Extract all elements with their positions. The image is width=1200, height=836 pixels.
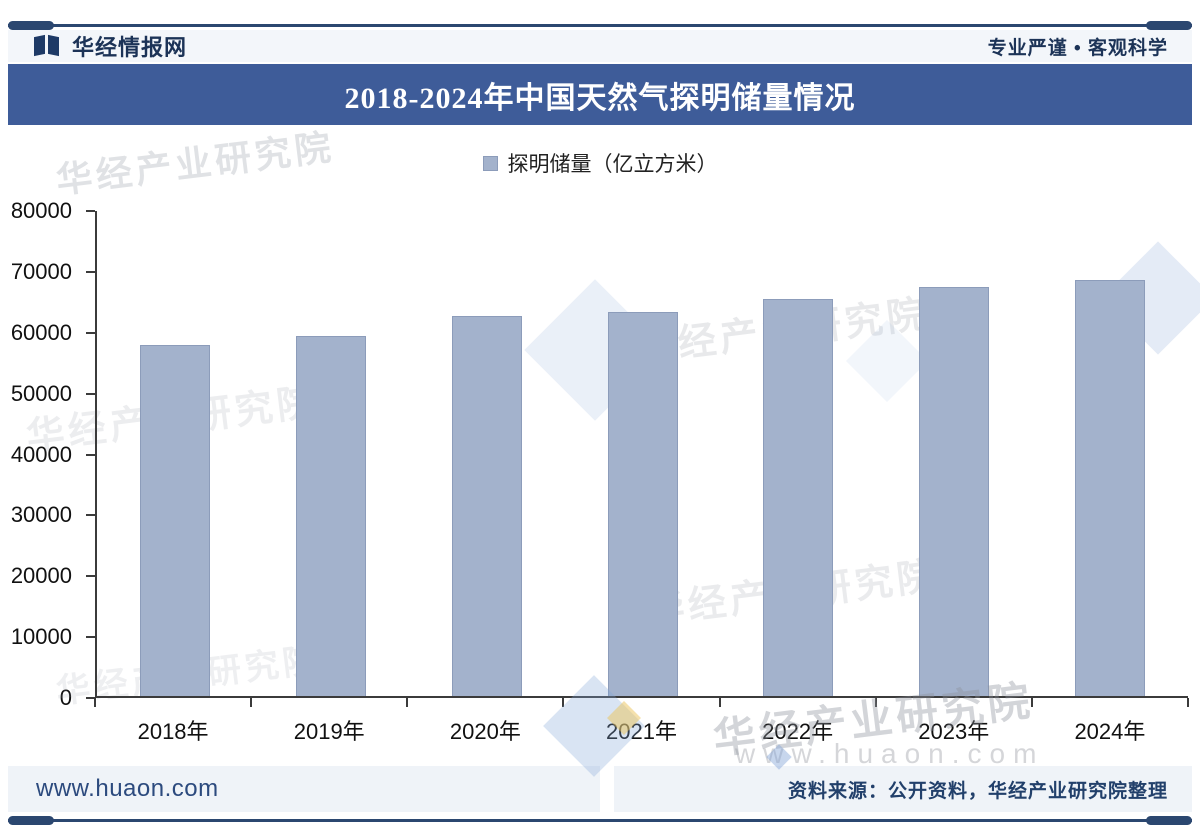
- x-tick-mark: [1187, 698, 1189, 707]
- header: 华经情报网 专业严谨 • 客观科学: [8, 30, 1192, 62]
- bar-2021年: [607, 312, 678, 696]
- y-tick-mark: [86, 270, 95, 273]
- bottom-accent-rule: [8, 816, 1192, 825]
- x-tick-mark: [874, 698, 877, 707]
- y-tick-mark: [86, 697, 95, 699]
- y-tick-mark: [86, 331, 95, 334]
- watermark-text: 华经产业研究院: [53, 126, 337, 201]
- logo-right-leaf: [48, 34, 59, 57]
- huajing-logo-icon: [32, 34, 62, 58]
- x-tick-mark: [718, 698, 721, 707]
- x-tick-label: 2018年: [137, 719, 209, 744]
- bar-slot: [876, 211, 1032, 696]
- brand-name: 华经情报网: [72, 35, 188, 60]
- x-tick-label: 2024年: [1074, 719, 1146, 744]
- x-tick-mark: [250, 698, 253, 707]
- brand: 华经情报网: [32, 30, 187, 62]
- y-axis-ticks: [86, 210, 95, 699]
- plot-area: [95, 211, 1188, 698]
- bar-slot: [409, 211, 565, 696]
- x-tick-mark: [94, 698, 96, 707]
- bar-2018年: [139, 344, 210, 696]
- y-tick-label: 30000: [10, 502, 72, 528]
- y-tick-label: 50000: [10, 380, 72, 406]
- bar-2019年: [295, 335, 366, 696]
- x-tick-label: 2019年: [293, 719, 365, 744]
- bar-slot: [565, 211, 721, 696]
- y-tick-label: 80000: [10, 198, 72, 223]
- bar-slot: [1032, 211, 1188, 696]
- y-tick-label: 10000: [10, 624, 72, 650]
- watermark-url: www.huaon.com: [735, 738, 1045, 769]
- y-tick-mark: [86, 514, 95, 517]
- top-accent-rule: [8, 21, 1192, 30]
- x-tick-mark: [562, 698, 565, 707]
- bar-2023年: [919, 287, 990, 696]
- bar-slot: [720, 211, 876, 696]
- footer-site-url: www.huaon.com: [36, 775, 219, 802]
- x-tick-mark: [1030, 698, 1033, 707]
- footer-source-note: 资料来源：公开资料，华经产业研究院整理: [787, 780, 1168, 802]
- bar-2022年: [763, 298, 834, 696]
- y-tick-label: 20000: [10, 563, 72, 589]
- header-slogan: 专业严谨 • 客观科学: [987, 37, 1168, 59]
- legend-swatch-icon: [482, 155, 498, 171]
- x-tick-mark: [406, 698, 409, 707]
- bar-slot: [97, 211, 253, 696]
- y-tick-label: 40000: [10, 441, 72, 467]
- footer-right-panel: 资料来源：公开资料，华经产业研究院整理: [614, 766, 1192, 812]
- x-axis-labels: 2018年 2019年 2020年 2021年 2022年 2023年 2024年: [95, 714, 1188, 746]
- bar-2020年: [451, 315, 522, 696]
- x-tick-label: 2020年: [449, 719, 521, 744]
- y-tick-mark: [86, 453, 95, 456]
- logo-left-leaf: [34, 34, 45, 57]
- x-axis-ticks: [94, 698, 1189, 707]
- y-tick-mark: [86, 636, 95, 639]
- chart-title: 2018-2024年中国天然气探明储量情况: [344, 81, 856, 115]
- legend-label: 探明储量（亿立方米）: [507, 153, 718, 176]
- y-tick-mark: [86, 392, 95, 395]
- y-tick-label: 70000: [10, 258, 72, 284]
- x-tick-label: 2022年: [762, 719, 834, 744]
- footer-left-panel: www.huaon.com: [8, 766, 600, 812]
- y-axis-labels: 0 10000 20000 30000 40000 50000 60000 70000 8000…: [0, 200, 84, 709]
- y-tick-label: 0: [59, 685, 72, 710]
- title-bar: 2018-2024年中国天然气探明储量情况: [8, 64, 1192, 125]
- y-tick-mark: [86, 210, 95, 212]
- bar-2024年: [1075, 279, 1146, 696]
- y-tick-label: 60000: [10, 319, 72, 345]
- x-tick-label: 2023年: [918, 719, 990, 744]
- legend: 探明储量（亿立方米）: [0, 148, 1200, 178]
- bar-slot: [253, 211, 409, 696]
- y-tick-mark: [86, 575, 95, 578]
